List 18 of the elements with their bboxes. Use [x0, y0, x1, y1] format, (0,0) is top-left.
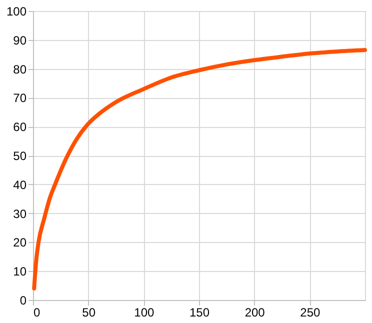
x-tick-label: 50	[82, 306, 96, 320]
x-tick-label: 0	[34, 306, 40, 320]
y-tick-label: 60	[13, 120, 27, 134]
y-tick-label: 70	[13, 91, 27, 106]
y-tick-label: 30	[13, 206, 27, 221]
y-tick-label: 50	[13, 149, 27, 163]
y-tick-label: 20	[13, 236, 27, 250]
y-tick-label: 80	[13, 62, 27, 76]
line-series	[32, 48, 367, 290]
x-tick-label: 200	[244, 306, 266, 320]
x-tick-label: 100	[134, 306, 154, 320]
y-tick-label: 40	[13, 178, 27, 192]
x-tick-label: 250	[300, 306, 320, 320]
y-tick-label: 10	[13, 264, 27, 279]
y-tick-label: 90	[13, 33, 27, 48]
y-tick-label: 0	[20, 294, 27, 308]
y-tick-label: 100	[6, 4, 27, 18]
x-tick-label: 150	[189, 306, 210, 320]
